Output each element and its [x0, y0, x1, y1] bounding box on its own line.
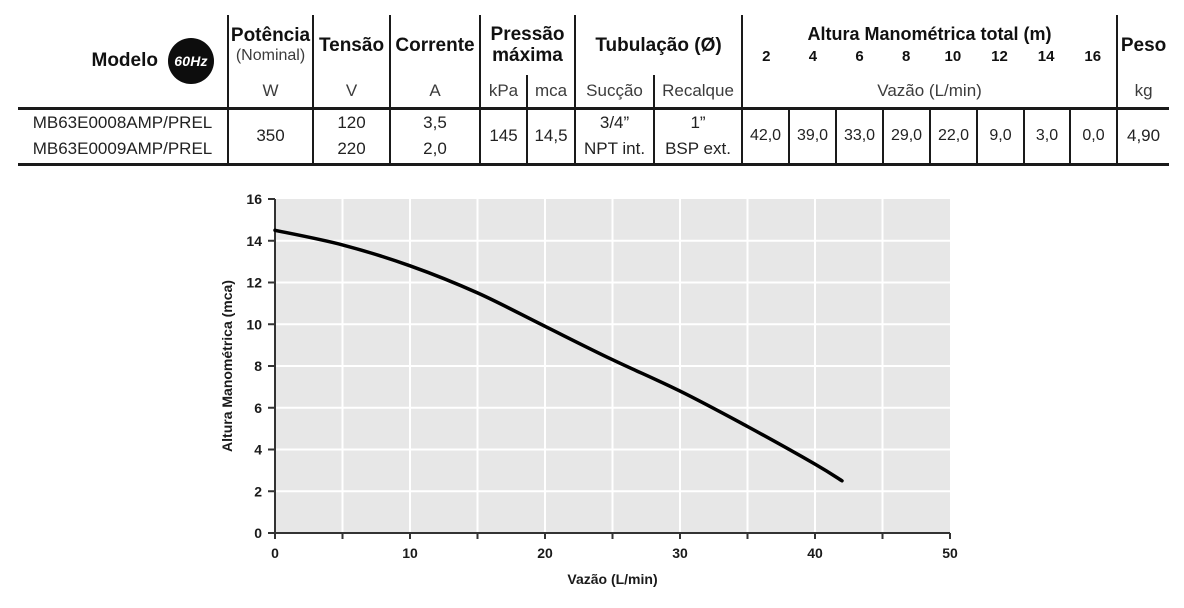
cell-vazao-16m: 0,0: [1070, 108, 1119, 166]
cell-corrente-1: 3,5: [390, 108, 481, 136]
unit-potencia: W: [228, 75, 314, 110]
y-tick-label: 12: [246, 275, 262, 291]
header-altura-manometrica: Altura Manométrica total (m) 2 4 6 8 10 …: [742, 15, 1119, 75]
cell-tensao-2: 220: [313, 136, 391, 166]
altura-head-4: 4: [808, 48, 818, 65]
unit-vazao: Vazão (L/min): [742, 75, 1119, 110]
y-axis-title: Altura Manométrica (mca): [219, 280, 235, 452]
altura-head-8: 8: [902, 48, 911, 65]
unit-corrente: A: [390, 75, 481, 110]
y-tick-label: 4: [254, 442, 262, 458]
spec-table: Modelo 60Hz Potência (Nominal) Tensão Co…: [18, 15, 1170, 166]
cell-potencia: 350: [228, 108, 314, 166]
header-pressao-maxima: Pressão máxima: [480, 15, 577, 75]
unit-mca: mca: [527, 75, 577, 110]
cell-vazao-14m: 3,0: [1024, 108, 1072, 166]
cell-vazao-2m: 42,0: [742, 108, 791, 166]
header-peso: Peso: [1120, 34, 1167, 56]
header-modelo: Modelo 60Hz: [18, 15, 229, 110]
pump-performance-curve: [273, 228, 844, 483]
cell-corrente-2: 2,0: [390, 136, 481, 166]
header-corrente: Corrente: [390, 15, 481, 75]
altura-head-10: 10: [944, 48, 962, 65]
cell-vazao-6m: 33,0: [836, 108, 885, 166]
cell-vazao-4m: 39,0: [789, 108, 838, 166]
altura-head-12: 12: [991, 48, 1008, 65]
x-tick-label: 50: [942, 545, 958, 561]
header-tubulacao: Tubulação (Ø): [575, 15, 744, 75]
x-tick-label: 30: [672, 545, 688, 561]
y-tick-label: 10: [246, 316, 262, 332]
frequency-badge: 60Hz: [168, 37, 214, 84]
y-tick-label: 2: [254, 483, 262, 499]
cell-vazao-8m: 29,0: [883, 108, 932, 166]
cell-kpa: 145: [480, 108, 528, 166]
x-tick-label: 20: [537, 545, 553, 561]
altura-title: Altura Manométrica total (m): [807, 24, 1052, 44]
cell-tensao-1: 120: [313, 108, 391, 136]
potencia-title: Potência: [230, 25, 311, 46]
y-tick-label: 14: [246, 233, 262, 249]
x-tick-label: 10: [402, 545, 418, 561]
subheader-succao: Sucção: [575, 75, 656, 110]
y-tick-label: 0: [254, 525, 262, 541]
cell-vazao-10m: 22,0: [930, 108, 979, 166]
cell-mca: 14,5: [527, 108, 577, 166]
cell-model-2: MB63E0009AMP/PREL: [18, 136, 229, 166]
pump-curve-svg: 0 2 4 6 8 10 12 14 16 0 10 20 30 40 50 Vazão (L/min) Alt…: [219, 191, 958, 587]
y-tick-label: 16: [246, 191, 262, 207]
y-tick-label: 6: [254, 400, 262, 416]
altura-head-2: 2: [762, 48, 771, 65]
y-tick-label: 8: [254, 358, 262, 374]
unit-peso: kg: [1117, 75, 1170, 110]
cell-recalque-1: 1”: [654, 108, 744, 136]
cell-vazao-12m: 9,0: [977, 108, 1026, 166]
cell-peso: 4,90: [1117, 108, 1170, 166]
x-tick-label: 40: [807, 545, 823, 561]
header-tensao: Tensão: [313, 15, 391, 75]
potencia-subtitle: (Nominal): [235, 47, 306, 64]
altura-head-16: 16: [1084, 48, 1102, 65]
cell-succao-1: 3/4”: [575, 108, 656, 136]
unit-tensao: V: [313, 75, 391, 110]
modelo-label: Modelo: [91, 50, 159, 72]
x-axis-title: Vazão (L/min): [567, 571, 657, 587]
altura-column-numbers: 2 4 6 8 10 12 14 16: [743, 46, 1116, 68]
x-tick-label: 0: [271, 545, 279, 561]
cell-model-1: MB63E0008AMP/PREL: [18, 108, 229, 136]
subheader-recalque: Recalque: [654, 75, 744, 110]
modelo-header-content: Modelo 60Hz: [18, 30, 227, 92]
header-potencia: Potência (Nominal): [228, 15, 314, 75]
altura-head-14: 14: [1037, 48, 1055, 65]
unit-kpa: kPa: [480, 75, 528, 110]
cell-recalque-2: BSP ext.: [654, 136, 744, 166]
altura-head-6: 6: [855, 48, 864, 65]
cell-succao-2: NPT int.: [575, 136, 656, 166]
